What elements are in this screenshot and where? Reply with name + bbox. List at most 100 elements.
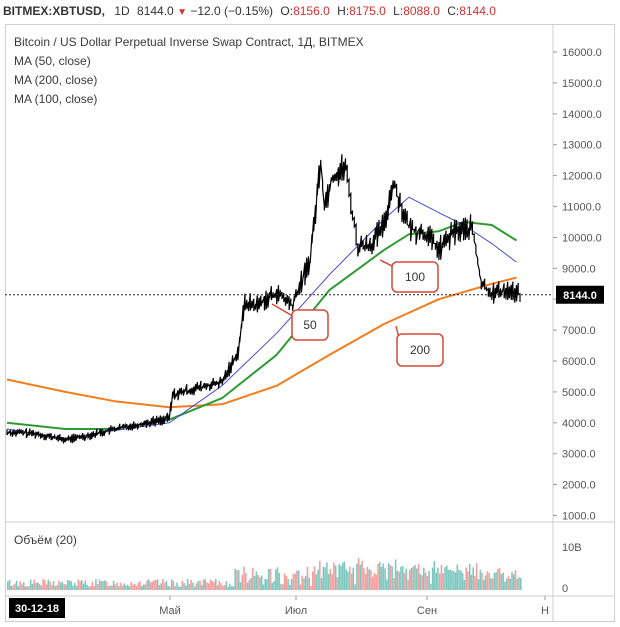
- volume-bar: [155, 579, 157, 590]
- volume-bar: [56, 585, 58, 590]
- legend-ma200[interactable]: MA (200, close): [14, 73, 98, 87]
- volume-bar: [248, 579, 251, 590]
- volume-bar: [72, 585, 74, 590]
- chart-title: Bitcoin / US Dollar Perpetual Inverse Sw…: [14, 35, 364, 49]
- volume-bar: [368, 569, 370, 590]
- symbol-header: BITMEX:XBTUSD, 1D 8144.0 ▼ −12.0 (−0.15%…: [0, 0, 620, 22]
- volume-bar: [63, 584, 65, 590]
- volume-bar: [7, 581, 9, 590]
- volume-bar: [42, 579, 44, 590]
- volume-bar: [393, 578, 395, 590]
- legend-ma50[interactable]: MA (50, close): [14, 54, 91, 68]
- volume-bar: [354, 584, 356, 590]
- volume-bar: [125, 585, 127, 590]
- volume-bar: [447, 570, 450, 590]
- volume-bar: [484, 575, 487, 590]
- y-tick-label: 12000.0: [562, 171, 602, 183]
- y-tick-label: 10000.0: [562, 232, 602, 244]
- volume-bar: [199, 580, 201, 590]
- time-axis[interactable]: Май Июл Сен Н: [159, 596, 549, 617]
- volume-bar: [391, 566, 393, 590]
- volume-bar: [334, 565, 337, 590]
- volume-bar: [389, 565, 392, 590]
- volume-bar: [310, 586, 312, 590]
- volume-bar: [232, 586, 235, 590]
- volume-bar: [118, 586, 120, 590]
- volume-bar: [505, 578, 508, 590]
- volume-bar: [460, 570, 462, 590]
- volume-bar: [430, 583, 432, 590]
- timeframe-label[interactable]: 1D: [114, 4, 130, 18]
- volume-bar: [51, 585, 53, 590]
- volume-bar: [70, 581, 73, 590]
- volume-bar: [340, 565, 342, 590]
- high-value: 8175.0: [349, 4, 386, 18]
- y-tick-label: 15000.0: [562, 78, 602, 90]
- volume-bar: [195, 583, 198, 590]
- volume-bar: [516, 578, 519, 590]
- callout-label: 100: [405, 270, 425, 284]
- volume-bar: [410, 568, 413, 590]
- volume-bar: [227, 586, 229, 590]
- volume-bar: [301, 575, 303, 590]
- volume-bar: [45, 584, 48, 590]
- volume-bar: [396, 570, 399, 590]
- volume-bar: [44, 580, 46, 590]
- volume-bar: [52, 581, 55, 590]
- volume-bar: [431, 567, 434, 590]
- axis-badges: 8144.0 30-12-18: [9, 285, 604, 618]
- volume-bar: [19, 581, 21, 590]
- volume-bar: [192, 582, 194, 590]
- price-axis[interactable]: 16000.0 15000.0 14000.0 13000.0 12000.0 11000…: [553, 47, 602, 595]
- volume-bar: [408, 569, 411, 590]
- volume-bar: [37, 582, 39, 590]
- volume-bar: [444, 567, 446, 590]
- volume-bar: [21, 584, 23, 590]
- volume-bar: [366, 566, 369, 590]
- volume-bar: [139, 581, 141, 590]
- volume-bar: [26, 586, 28, 590]
- ma200-series: [6, 276, 517, 409]
- volume-bar: [394, 559, 397, 590]
- last-price: 8144.0: [137, 4, 174, 18]
- volume-bar: [357, 558, 360, 590]
- volume-bar: [333, 562, 335, 590]
- volume-bar: [341, 562, 344, 590]
- volume-bar: [105, 581, 108, 590]
- volume-bar: [24, 586, 27, 590]
- volume-bar: [343, 561, 346, 590]
- volume-bar: [438, 573, 441, 590]
- open-value: 8156.0: [293, 4, 330, 18]
- volume-bar: [40, 585, 43, 590]
- volume-bar: [287, 578, 289, 590]
- symbol-label[interactable]: BITMEX:XBTUSD,: [3, 4, 105, 18]
- volume-bar: [135, 585, 138, 590]
- volume-bar: [35, 582, 37, 590]
- volume-bar: [181, 580, 184, 590]
- volume-bar: [162, 579, 164, 590]
- volume-bar: [359, 564, 362, 590]
- volume-bar: [320, 578, 323, 590]
- volume-bar: [178, 586, 180, 590]
- volume-bar: [253, 575, 256, 590]
- volume-bar: [405, 568, 407, 590]
- volume-bar: [61, 581, 64, 590]
- volume-bar: [123, 583, 125, 590]
- volume-bar: [151, 581, 154, 590]
- volume-bar: [38, 583, 41, 590]
- volume-bar: [375, 574, 377, 590]
- volume-bar: [472, 567, 474, 590]
- volume-bar: [68, 580, 71, 590]
- legend-ma100[interactable]: MA (100, close): [14, 92, 98, 106]
- y-tick-label: 14000.0: [562, 109, 602, 121]
- low-value: 8088.0: [403, 4, 440, 18]
- volume-bar: [156, 579, 159, 590]
- volume-bar: [364, 574, 367, 590]
- volume-bar: [91, 581, 94, 590]
- volume-bar: [188, 583, 191, 590]
- volume-bar: [414, 564, 416, 590]
- volume-bar: [165, 581, 168, 590]
- volume-bar: [204, 579, 206, 590]
- volume-bar: [498, 567, 501, 590]
